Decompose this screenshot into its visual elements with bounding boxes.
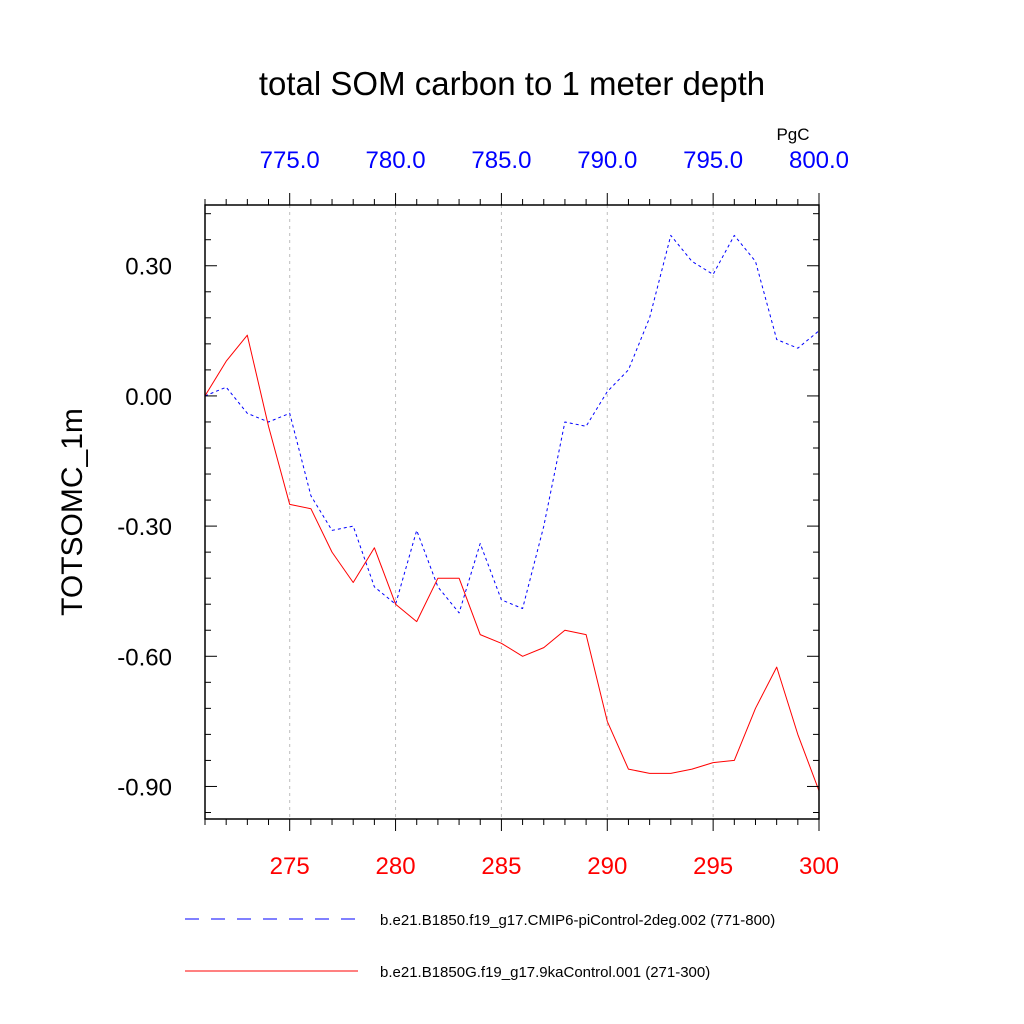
legend: b.e21.B1850.f19_g17.CMIP6-piControl-2deg… xyxy=(185,912,775,981)
bottom-axis-tick-label: 285 xyxy=(481,853,521,880)
y-axis-tick-label: 0.00 xyxy=(125,384,172,411)
tick-layer: 275 280 285 290 295 300 775.0 780.0 785.0 790.0 79… xyxy=(117,147,849,880)
y-axis-tick-label: -0.30 xyxy=(117,514,172,541)
y-axis-label: TOTSOMC_1m xyxy=(56,408,89,616)
bottom-axis-tick-label: 300 xyxy=(799,853,839,880)
top-axis-tick-label: 790.0 xyxy=(577,147,637,174)
bottom-axis-tick-label: 295 xyxy=(693,853,733,880)
series-line-2 xyxy=(204,334,820,791)
chart-title: total SOM carbon to 1 meter depth xyxy=(259,65,765,102)
top-axis-tick-label: 800.0 xyxy=(789,147,849,174)
series-layer xyxy=(204,234,820,791)
plot-frame xyxy=(204,204,820,820)
legend-label-2: b.e21.B1850G.f19_g17.9kaControl.001 (271… xyxy=(380,964,710,981)
y-axis-tick-label: -0.90 xyxy=(117,774,172,801)
top-axis-tick-label: 795.0 xyxy=(683,147,743,174)
bottom-axis-tick-label: 275 xyxy=(270,853,310,880)
top-axis-tick-label: 775.0 xyxy=(260,147,320,174)
top-axis-tick-label: 785.0 xyxy=(471,147,531,174)
y-axis-tick-label: 0.30 xyxy=(125,254,172,281)
bottom-axis-tick-label: 290 xyxy=(587,853,627,880)
top-axis-unit-label: PgC xyxy=(776,125,809,144)
legend-label-1: b.e21.B1850.f19_g17.CMIP6-piControl-2deg… xyxy=(380,912,775,929)
series-line-1 xyxy=(204,234,820,614)
top-axis-tick-label: 780.0 xyxy=(366,147,426,174)
grid-layer xyxy=(289,205,820,819)
bottom-axis-tick-label: 280 xyxy=(376,853,416,880)
y-axis-tick-label: -0.60 xyxy=(117,644,172,671)
